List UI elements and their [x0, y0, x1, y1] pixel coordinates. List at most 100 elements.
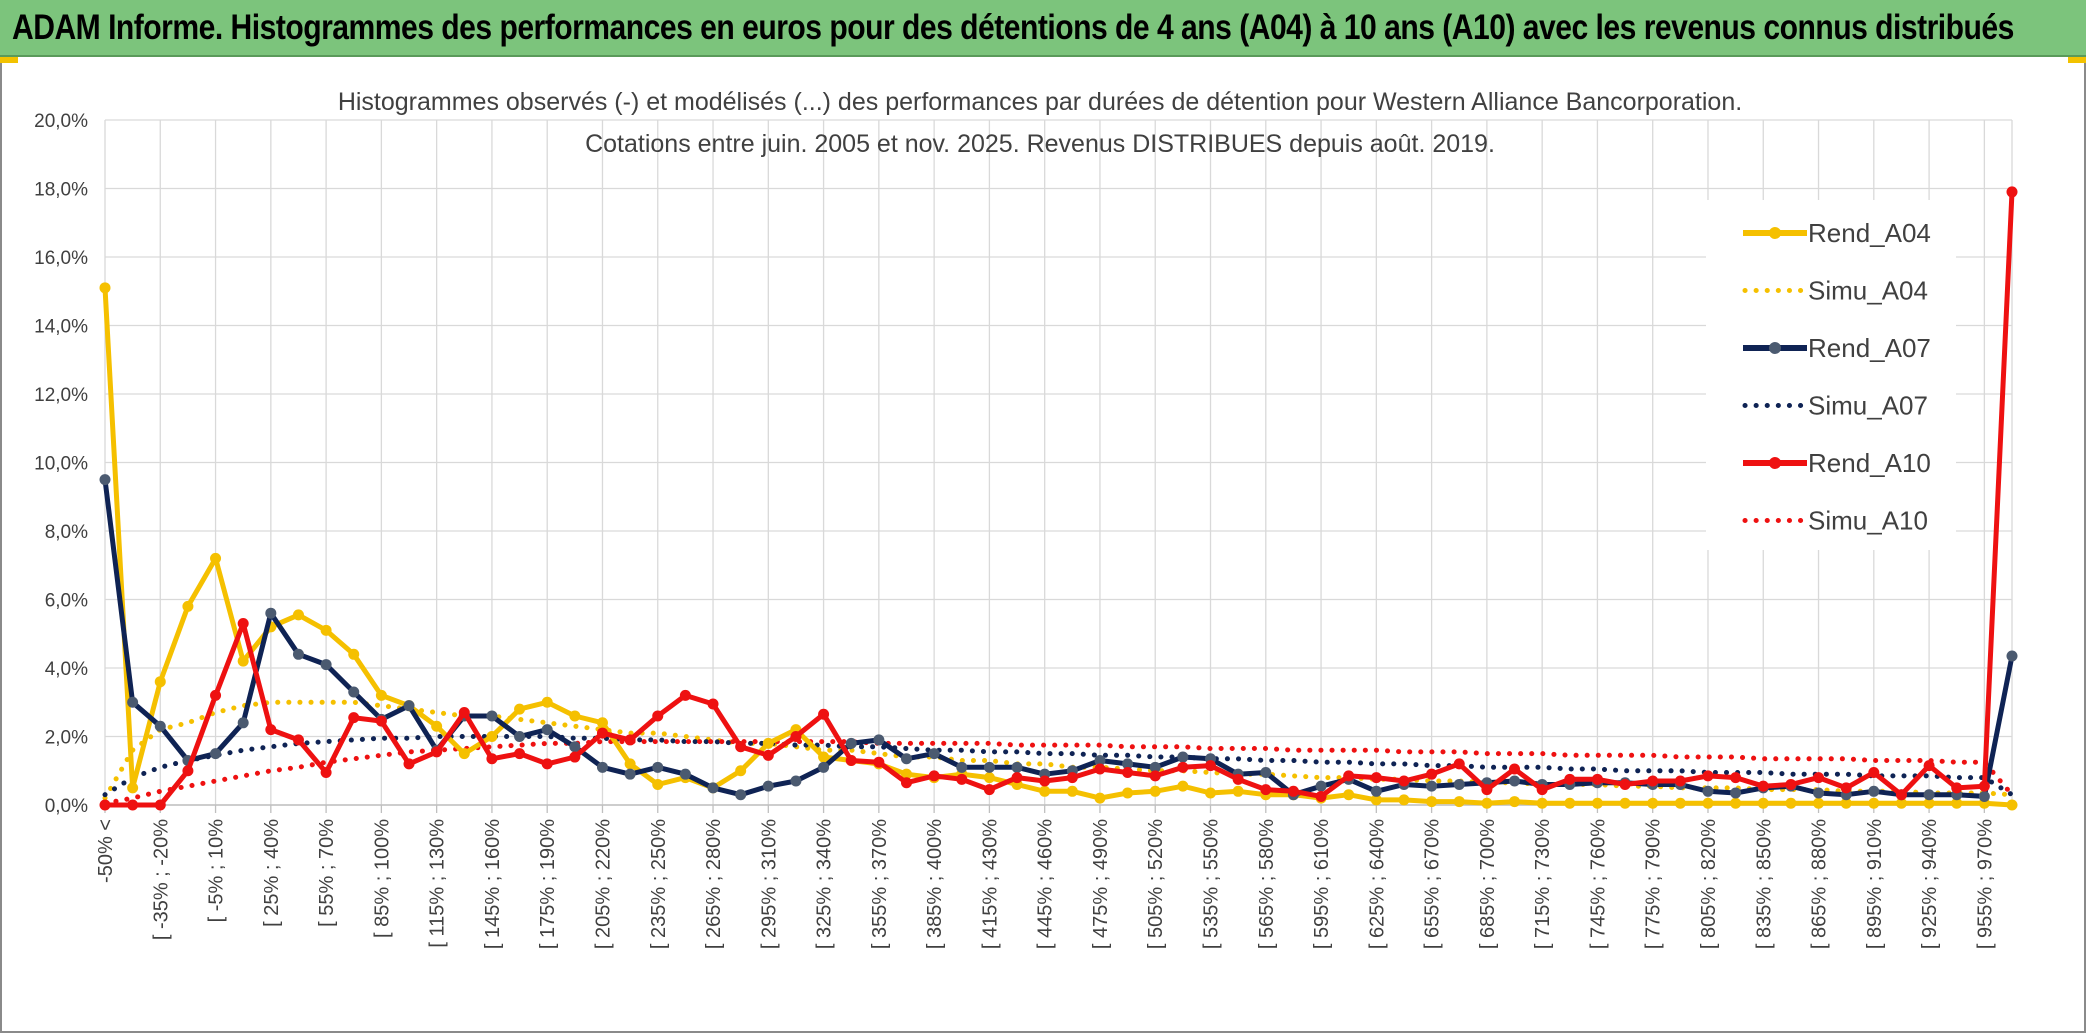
legend-label: Rend_A04 [1808, 218, 1931, 248]
x-tick-label: [ 835% ; 850% [1753, 819, 1775, 949]
data-point [1094, 792, 1106, 804]
data-point [1122, 758, 1134, 770]
x-tick-label: [ 895% ; 910% [1864, 819, 1886, 949]
data-point [845, 737, 857, 749]
data-point [1398, 775, 1410, 787]
data-point [1149, 785, 1161, 797]
data-point [375, 689, 387, 701]
data-point [596, 727, 608, 739]
x-tick-label: [ 205% ; 220% [592, 819, 614, 949]
data-point [1702, 770, 1714, 782]
y-tick-label: 0,0% [45, 796, 88, 817]
report-title: ADAM Informe. Histogrammes des performan… [12, 8, 2014, 47]
data-point [2006, 650, 2018, 662]
data-point [1177, 751, 1189, 763]
data-point [1536, 784, 1548, 796]
data-point [735, 765, 747, 777]
data-point [956, 761, 968, 773]
data-point [1232, 785, 1244, 797]
data-point [514, 703, 526, 715]
data-point [928, 770, 940, 782]
data-point [679, 689, 691, 701]
series-Simu_A07 [102, 734, 2015, 798]
data-point [541, 724, 553, 736]
data-point [1453, 796, 1465, 808]
data-point [1591, 797, 1603, 809]
data-point [762, 737, 774, 749]
data-point [1343, 770, 1355, 782]
data-point [514, 748, 526, 760]
series-line [102, 479, 2015, 799]
data-point [265, 607, 277, 619]
data-point [127, 696, 139, 708]
x-tick-label: [ 445% ; 460% [1035, 819, 1057, 949]
data-point [348, 712, 360, 724]
data-point [1094, 754, 1106, 766]
data-point [1951, 797, 1963, 809]
legend-marker [1769, 457, 1781, 469]
data-point [182, 765, 194, 777]
y-tick-label: 18,0% [34, 180, 88, 201]
data-point [707, 782, 719, 794]
x-tick-label: [ 925% ; 940% [1919, 819, 1941, 949]
data-point [652, 778, 664, 790]
series-line [105, 191, 2015, 808]
data-point [403, 700, 415, 712]
series-line [102, 739, 2015, 806]
legend-label: Simu_A10 [1808, 506, 1928, 536]
legend-item-Simu_A07: Simu_A07 [1742, 391, 1928, 421]
data-point [1647, 797, 1659, 809]
legend-marker [1769, 342, 1781, 354]
data-point [1868, 797, 1880, 809]
chart-subtitle: Cotations entre juin. 2005 et nov. 2025.… [585, 130, 1495, 158]
x-tick-label: [ 865% ; 880% [1809, 819, 1831, 949]
data-point [1343, 789, 1355, 801]
data-point [1315, 790, 1327, 802]
corner-accent-top-left [0, 57, 18, 63]
data-point [1757, 780, 1769, 792]
x-tick-label: [ -35% ; -20% [150, 819, 172, 940]
data-point [1757, 797, 1769, 809]
data-point [624, 768, 636, 780]
x-tick-label: [ -5% ; 10% [206, 819, 228, 923]
data-point [1702, 797, 1714, 809]
data-point [873, 734, 885, 746]
x-tick-label: [ 475% ; 490% [1090, 819, 1112, 949]
data-point [596, 761, 608, 773]
data-point [1785, 778, 1797, 790]
data-point [292, 734, 304, 746]
data-point [1481, 797, 1493, 809]
legend-label: Simu_A07 [1808, 391, 1928, 421]
series-Rend_A04 [99, 282, 2018, 811]
legend-item-Rend_A07: Rend_A07 [1743, 333, 1931, 363]
x-tick-label: [ 775% ; 790% [1643, 819, 1665, 949]
data-point [1509, 796, 1521, 808]
y-tick-label: 16,0% [34, 248, 88, 269]
data-point [1674, 775, 1686, 787]
x-tick-label: [ 655% ; 670% [1422, 819, 1444, 949]
y-tick-label: 2,0% [45, 728, 88, 749]
x-tick-label: [ 85% ; 100% [371, 819, 393, 938]
data-point [458, 707, 470, 719]
y-tick-label: 8,0% [45, 522, 88, 543]
x-tick-label: [ 385% ; 400% [924, 819, 946, 949]
x-tick-label: [ 805% ; 820% [1698, 819, 1720, 949]
data-point [1453, 758, 1465, 770]
y-tick-label: 6,0% [45, 591, 88, 612]
data-point [431, 746, 443, 758]
data-point [818, 708, 830, 720]
x-tick-label: [ 235% ; 250% [648, 819, 670, 949]
data-point [1868, 766, 1880, 778]
data-point [1260, 784, 1272, 796]
data-series [99, 186, 2018, 811]
data-point [1066, 772, 1078, 784]
x-tick-label: [ 415% ; 430% [979, 819, 1001, 949]
data-point [1509, 763, 1521, 775]
data-point [1647, 775, 1659, 787]
data-point [541, 758, 553, 770]
data-point [1509, 775, 1521, 787]
legend-item-Rend_A04: Rend_A04 [1743, 218, 1931, 248]
data-point [1923, 760, 1935, 772]
data-point [1564, 797, 1576, 809]
